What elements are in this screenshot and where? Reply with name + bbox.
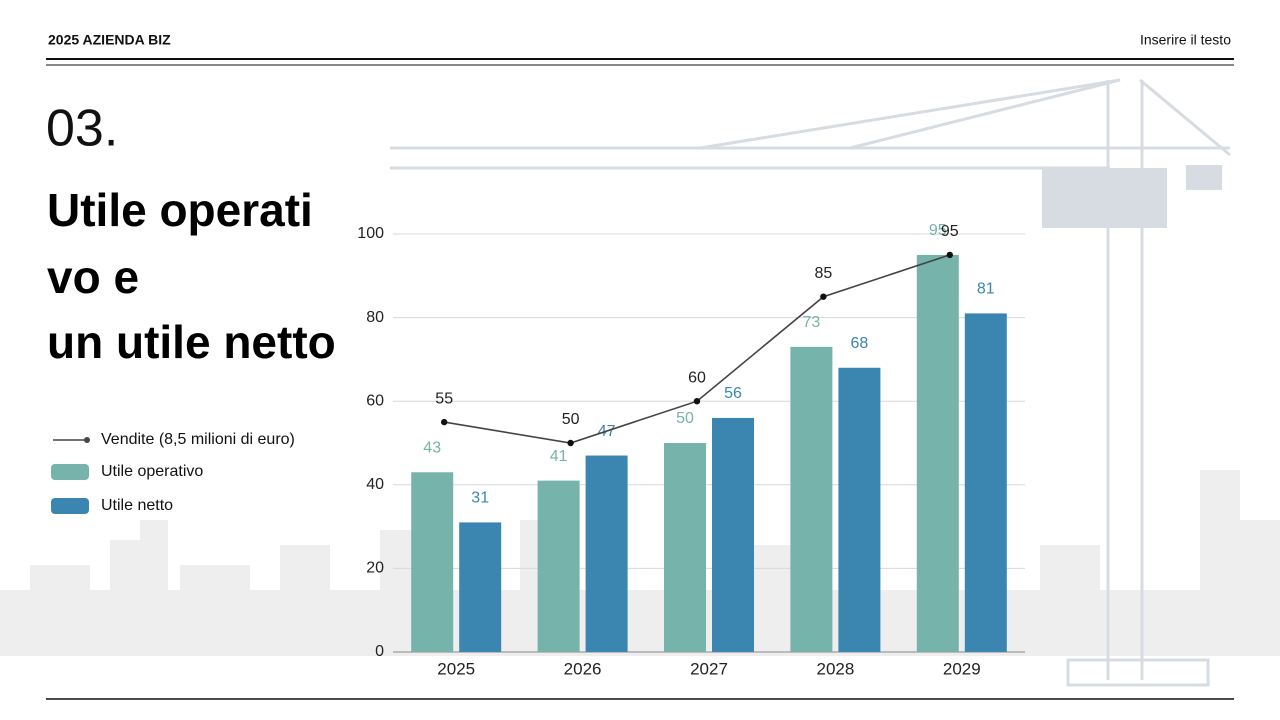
- section-number: 03.: [46, 100, 118, 158]
- bar: [838, 367, 881, 652]
- data-label: 31: [471, 490, 489, 507]
- crane: [390, 78, 1231, 687]
- header-right: Inserire il testo: [1140, 32, 1231, 48]
- bar: [712, 417, 754, 652]
- title: Utile operati: [47, 184, 313, 236]
- data-label: 68: [851, 335, 869, 352]
- legend-swatch: [51, 498, 89, 514]
- x-tick-label: 2027: [690, 659, 728, 678]
- bar: [459, 522, 502, 652]
- legend-label: Utile netto: [101, 497, 173, 514]
- bar: [790, 346, 833, 652]
- y-tick-label: 20: [366, 560, 384, 577]
- data-label: 95: [941, 223, 959, 240]
- y-tick-label: 80: [366, 309, 384, 326]
- data-label: 56: [724, 385, 742, 402]
- header-left: 2025 AZIENDA BIZ: [48, 32, 171, 48]
- y-tick-label: 100: [357, 225, 384, 242]
- line-point: [567, 439, 574, 447]
- y-tick-label: 0: [375, 643, 384, 660]
- line-point: [946, 251, 953, 259]
- legend-swatch: [51, 464, 89, 480]
- data-label: 50: [676, 410, 694, 427]
- data-label: 50: [562, 411, 580, 428]
- data-label: 43: [423, 439, 441, 456]
- bar: [411, 472, 454, 652]
- data-label: 55: [435, 390, 453, 407]
- data-label: 60: [688, 369, 706, 386]
- x-tick-label: 2028: [816, 659, 854, 678]
- title: un utile netto: [47, 316, 336, 368]
- line-point: [441, 418, 448, 426]
- bar: [964, 313, 1007, 652]
- data-label: 41: [550, 448, 568, 465]
- x-tick-label: 2029: [943, 659, 981, 678]
- legend-swatch: [84, 437, 90, 443]
- bar: [916, 254, 959, 652]
- data-label: 95: [929, 222, 947, 239]
- line-point: [693, 398, 701, 405]
- bar: [664, 443, 706, 652]
- x-tick-label: 2026: [564, 659, 602, 678]
- legend-label: Vendite (8,5 milioni di euro): [101, 431, 295, 448]
- y-tick-label: 40: [366, 476, 384, 493]
- data-label: 85: [815, 265, 833, 282]
- x-tick-label: 2025: [437, 659, 475, 678]
- line-point: [820, 293, 827, 300]
- legend-label: Utile operativo: [101, 463, 203, 480]
- title: vo e: [47, 251, 139, 303]
- bar: [585, 455, 628, 652]
- bar: [537, 480, 580, 652]
- data-label: 73: [803, 314, 821, 331]
- y-tick-label: 60: [366, 392, 384, 409]
- skyline: [0, 470, 1280, 656]
- data-label: 81: [977, 281, 995, 298]
